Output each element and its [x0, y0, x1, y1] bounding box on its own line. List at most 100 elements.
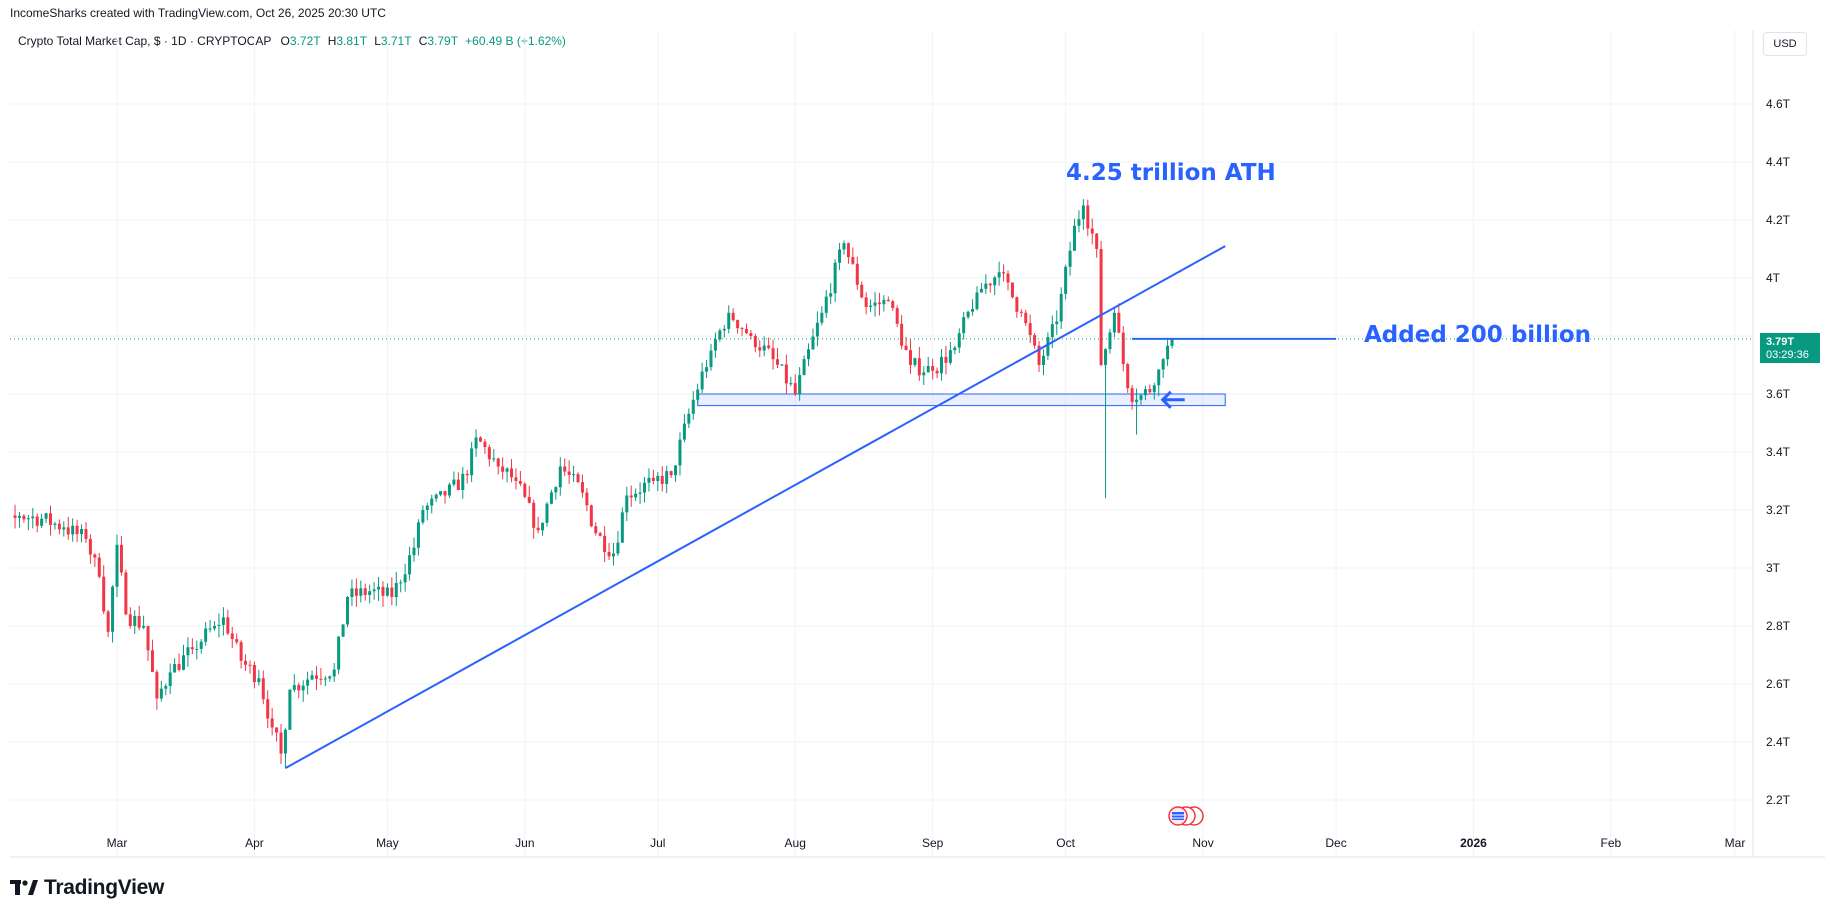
candle-body [288, 689, 292, 730]
candle-body [1143, 389, 1147, 396]
candle-body [629, 495, 633, 498]
candle-body [1019, 311, 1023, 313]
candle-body [886, 299, 890, 302]
candle-body [385, 587, 389, 596]
candle-body [1002, 272, 1006, 274]
candle-body [580, 482, 584, 493]
candle-body [217, 624, 221, 626]
candle-body [971, 309, 975, 312]
candle-body [177, 664, 181, 670]
candle-body [13, 515, 17, 518]
candle-body [221, 617, 225, 625]
candle-body [283, 729, 287, 754]
candle-body [576, 474, 580, 483]
candle-body [709, 350, 713, 368]
candle-body [190, 647, 194, 650]
candle-body [292, 685, 296, 690]
candle-body [869, 305, 873, 307]
candle-body [789, 383, 793, 385]
candle-body [1130, 388, 1134, 402]
x-tick-label: Jun [515, 836, 534, 850]
candle-body [124, 572, 128, 615]
candle-body [213, 626, 217, 629]
open-value: 3.72T [289, 34, 321, 48]
y-tick-label: 4.4T [1766, 155, 1791, 169]
candle-body [1170, 338, 1174, 346]
candle-body [541, 522, 545, 531]
candle-body [244, 660, 248, 665]
candle-body [492, 458, 496, 460]
x-tick-label: Aug [785, 836, 806, 850]
candle-body [443, 491, 447, 496]
candle-body [784, 364, 788, 384]
currency-button[interactable]: USD [1763, 32, 1807, 56]
candle-body [908, 350, 912, 365]
candle-body [953, 347, 957, 351]
candle-body [713, 339, 717, 351]
candle-body [762, 345, 766, 351]
candle-body [966, 311, 970, 318]
candle-body [403, 574, 407, 583]
low-value: 3.71T [380, 34, 412, 48]
grid [10, 30, 1753, 857]
candle-body [1135, 399, 1139, 402]
candle-body [931, 366, 935, 371]
candle-body [332, 669, 336, 677]
events-icon[interactable] [1168, 806, 1204, 826]
candle-body [802, 359, 806, 376]
candle-body [944, 356, 948, 363]
candle-body [1028, 323, 1032, 336]
candle-body [753, 336, 757, 348]
candle-body [864, 297, 868, 307]
candle-body [306, 679, 310, 686]
candle-body [567, 471, 571, 475]
x-tick-label: Oct [1056, 836, 1075, 850]
candle-body [696, 389, 700, 400]
candle-body [674, 465, 678, 476]
candle-body [270, 718, 274, 728]
candle-body [532, 502, 536, 528]
candle-body [337, 636, 341, 670]
candle-body [1139, 395, 1143, 400]
candle-body [957, 333, 961, 348]
candle-body [731, 312, 735, 321]
candle-body [824, 296, 828, 313]
candle-body [585, 492, 589, 506]
chart-attribution: IncomeSharks created with TradingView.co… [10, 6, 386, 20]
candle-body [877, 302, 881, 305]
tradingview-logo[interactable]: TradingView [10, 876, 164, 900]
candle-body [682, 423, 686, 440]
y-tick-label: 4T [1766, 271, 1781, 285]
candle-body [563, 466, 567, 472]
candle-body [988, 283, 992, 286]
last-price-value: 3.79T [1766, 336, 1794, 348]
y-tick-label: 2.2T [1766, 793, 1791, 807]
candle-body [678, 439, 682, 466]
candle-body [1050, 324, 1054, 338]
candle-body [855, 263, 859, 285]
candle-body [319, 678, 323, 680]
candle-body [1086, 205, 1090, 229]
candle-body [115, 544, 119, 587]
candle-body [647, 477, 651, 483]
x-tick-label: Feb [1601, 836, 1622, 850]
candle-body [1010, 282, 1014, 298]
candle-body [900, 323, 904, 346]
x-axis: Mar Apr May Jun Jul Aug Sep Oct Nov Dec 2026 Feb Mar [107, 836, 1746, 850]
candle-body [807, 349, 811, 360]
candle-body [1148, 389, 1152, 393]
candle-body [111, 586, 115, 632]
candle-body [665, 471, 669, 484]
added-annotation: Added 200 billion [1364, 322, 1591, 348]
candle-body [758, 347, 762, 351]
candle-body [811, 336, 815, 350]
candle-body [842, 243, 846, 250]
candle-body [452, 479, 456, 485]
close-value: 3.79T [427, 34, 458, 48]
candle-body [589, 505, 593, 527]
candle-body [922, 372, 926, 376]
candle-body [66, 527, 70, 535]
candle-body [496, 458, 500, 467]
x-tick-label: 2026 [1460, 836, 1487, 850]
